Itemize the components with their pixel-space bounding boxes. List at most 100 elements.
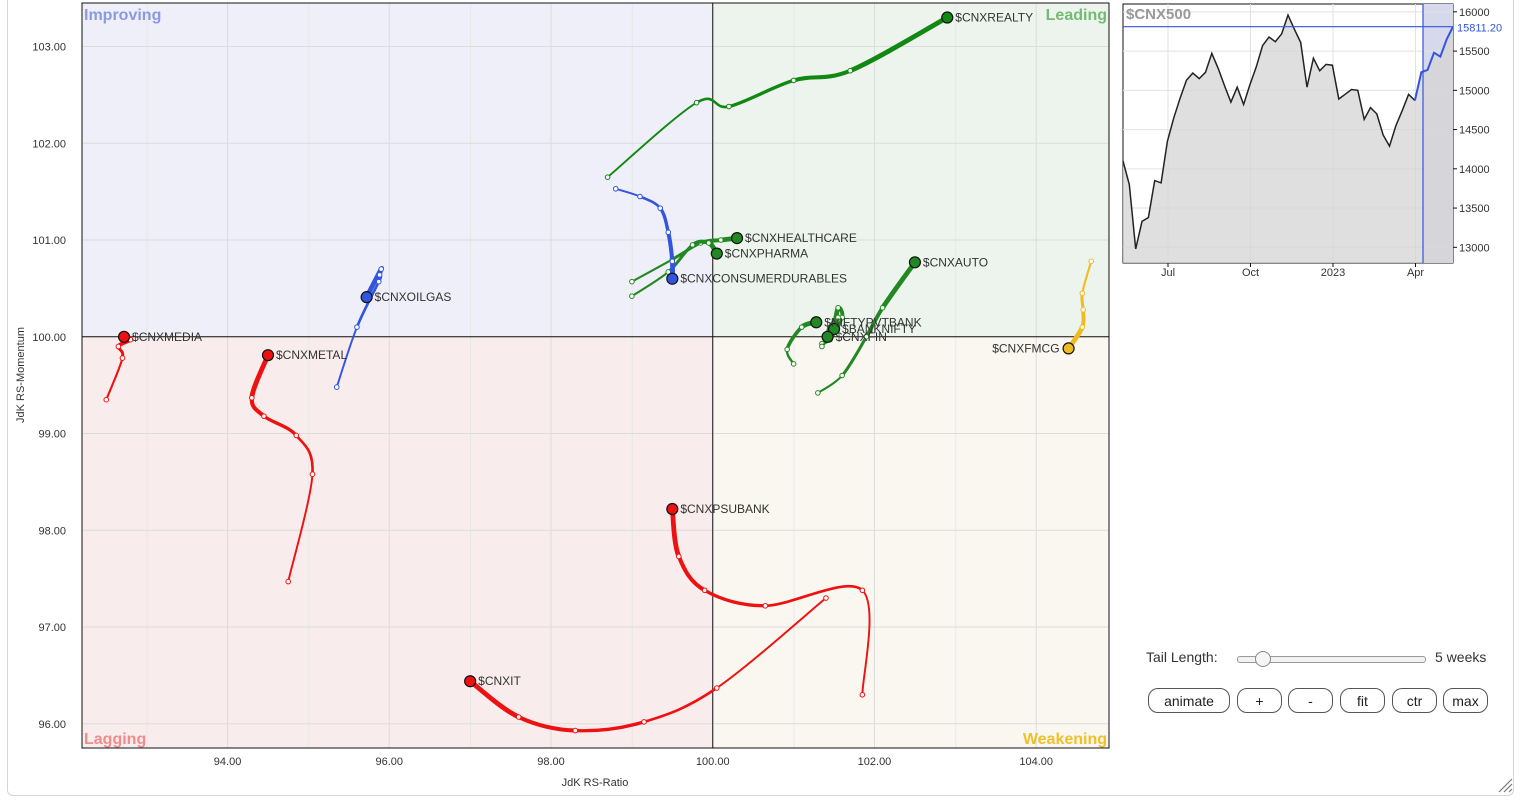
head-marker-cnxit[interactable] bbox=[464, 675, 477, 688]
max-button[interactable]: max bbox=[1443, 688, 1488, 713]
tail-point-niftypvtbank[interactable] bbox=[798, 324, 805, 330]
quadrant-label-improving: Improving bbox=[84, 7, 161, 24]
tail-point-cnxrealty[interactable] bbox=[790, 77, 797, 84]
center-button[interactable]: ctr bbox=[1392, 688, 1437, 713]
series-label-cnxconsumerdurables[interactable]: $CNXCONSUMERDURABLES bbox=[680, 272, 847, 286]
y-tick-label: 102.00 bbox=[32, 138, 66, 150]
mini-price-line bbox=[1122, 12, 1416, 250]
head-marker-cnxpsubank[interactable] bbox=[666, 502, 679, 516]
head-marker-cnxhealthcare[interactable] bbox=[730, 232, 744, 245]
mini-x-tick-label: 2023 bbox=[1321, 267, 1345, 279]
series-label-cnxhealthcare[interactable]: $CNXHEALTHCARE bbox=[745, 231, 857, 245]
tail-segment-cnxit bbox=[573, 720, 646, 733]
head-marker-cnxmedia[interactable] bbox=[117, 330, 131, 343]
tail-segment-cnxrealty bbox=[695, 97, 731, 109]
zoom-in-button[interactable]: + bbox=[1237, 688, 1282, 713]
tail-point-cnxconsumerdurables[interactable] bbox=[612, 185, 619, 192]
head-marker-cnxfin[interactable] bbox=[821, 330, 834, 343]
tail-point-cnxpharma[interactable] bbox=[629, 293, 635, 299]
tail-point-cnxoilgas[interactable] bbox=[376, 272, 383, 278]
series-label-cnxrealty[interactable]: $CNXREALTY bbox=[955, 11, 1033, 25]
head-marker-cnxconsumerdurables[interactable] bbox=[666, 272, 679, 285]
tail-point-cnxfmcg[interactable] bbox=[1080, 306, 1086, 313]
series-label-cnxmetal[interactable]: $CNXMETAL bbox=[276, 348, 347, 362]
series-label-banknifty[interactable]: $BANKNIFTY bbox=[842, 322, 916, 336]
tail-point-cnxrealty[interactable] bbox=[726, 103, 732, 110]
mini-area-fill bbox=[1123, 15, 1453, 263]
head-marker-cnxrealty[interactable] bbox=[941, 11, 954, 24]
tail-segment-cnxauto bbox=[864, 305, 885, 339]
head-marker-cnxmetal[interactable] bbox=[261, 349, 275, 362]
tail-point-cnxfin[interactable] bbox=[819, 343, 825, 350]
tail-point-cnxfmcg[interactable] bbox=[1079, 324, 1086, 330]
tail-point-cnxrealty[interactable] bbox=[604, 174, 611, 180]
tail-point-cnxpsubank[interactable] bbox=[859, 587, 866, 594]
series-label-cnxmedia[interactable]: $CNXMEDIA bbox=[132, 330, 202, 344]
zoom-out-button[interactable]: - bbox=[1288, 688, 1333, 713]
head-marker-niftypvtbank[interactable] bbox=[810, 316, 823, 329]
tail-point-cnxmetal[interactable] bbox=[309, 471, 316, 477]
head-marker-cnxfmcg[interactable] bbox=[1062, 342, 1075, 355]
quadrant-leading bbox=[712, 3, 1109, 337]
tail-point-cnxauto[interactable] bbox=[815, 390, 821, 396]
series-label-cnxoilgas[interactable]: $CNXOILGAS bbox=[375, 290, 452, 304]
tail-point-cnxconsumerdurables[interactable] bbox=[665, 229, 672, 236]
tail-point-cnxfin[interactable] bbox=[835, 314, 841, 321]
head-marker-cnxoilgas[interactable] bbox=[360, 291, 373, 304]
tail-point-cnxpharma[interactable] bbox=[689, 242, 696, 248]
tail-point-cnxit[interactable] bbox=[572, 727, 579, 734]
head-marker-cnxpharma[interactable] bbox=[710, 247, 723, 260]
tail-point-cnxrealty[interactable] bbox=[847, 67, 854, 74]
tail-point-cnxpsubank[interactable] bbox=[762, 602, 769, 609]
head-marker-banknifty[interactable] bbox=[827, 322, 841, 336]
tail-point-cnxit[interactable] bbox=[713, 685, 720, 691]
tail-point-cnxmetal[interactable] bbox=[293, 432, 300, 439]
x-tick-label: 98.00 bbox=[537, 756, 565, 768]
tail-point-cnxit[interactable] bbox=[641, 719, 647, 725]
tail-length-slider[interactable] bbox=[1237, 651, 1426, 667]
tail-point-cnxhealthcare[interactable] bbox=[629, 278, 635, 285]
tail-point-cnxoilgas[interactable] bbox=[375, 278, 382, 285]
cnx500-mini-chart: 13000 13500 14000 14500 15000 15500 16000 15811… bbox=[1122, 3, 1502, 279]
series-label-niftypvtbank[interactable]: $NIFTYPVTBANK bbox=[824, 315, 921, 329]
tail-point-cnxrealty[interactable] bbox=[693, 99, 700, 106]
tail-point-cnxfmcg[interactable] bbox=[1079, 290, 1086, 297]
tail-point-cnxmetal[interactable] bbox=[261, 413, 267, 419]
tail-point-cnxmetal[interactable] bbox=[285, 578, 292, 585]
tail-point-cnxauto[interactable] bbox=[863, 333, 870, 340]
tail-point-cnxconsumerdurables[interactable] bbox=[637, 193, 643, 200]
series-label-cnxpharma[interactable]: $CNXPHARMA bbox=[725, 247, 808, 261]
tail-point-cnxpharma[interactable] bbox=[705, 240, 712, 246]
tail-point-cnxmedia[interactable] bbox=[119, 355, 126, 361]
series-label-cnxit[interactable]: $CNXIT bbox=[478, 674, 521, 688]
tail-point-cnxauto[interactable] bbox=[879, 304, 886, 311]
series-label-cnxpsubank[interactable]: $CNXPSUBANK bbox=[680, 502, 769, 516]
tail-point-banknifty[interactable] bbox=[835, 304, 841, 311]
tail-point-cnxpsubank[interactable] bbox=[701, 587, 708, 594]
series-label-cnxfmcg[interactable]: $CNXFMCG bbox=[992, 341, 1059, 355]
resize-handle-icon[interactable] bbox=[1497, 777, 1513, 793]
tail-point-cnxoilgas[interactable] bbox=[333, 384, 340, 390]
tail-point-cnxpsubank[interactable] bbox=[859, 691, 866, 698]
tail-point-cnxoilgas[interactable] bbox=[354, 324, 360, 330]
fit-button[interactable]: fit bbox=[1340, 688, 1385, 713]
tail-point-cnxit[interactable] bbox=[515, 714, 522, 720]
tail-point-niftypvtbank[interactable] bbox=[790, 361, 797, 367]
tail-point-cnxit[interactable] bbox=[823, 595, 829, 601]
tail-point-niftypvtbank[interactable] bbox=[784, 346, 790, 353]
tail-point-cnxhealthcare[interactable] bbox=[718, 237, 724, 243]
animate-button[interactable]: animate bbox=[1148, 688, 1230, 713]
tail-point-cnxpsubank[interactable] bbox=[675, 553, 682, 560]
tail-point-cnxmetal[interactable] bbox=[249, 394, 255, 401]
tail-point-cnxconsumerdurables[interactable] bbox=[669, 258, 676, 265]
tail-length-slider-thumb[interactable] bbox=[1255, 651, 1272, 667]
tail-point-cnxmedia[interactable] bbox=[115, 343, 122, 350]
series-label-cnxauto[interactable]: $CNXAUTO bbox=[923, 255, 988, 269]
tail-point-cnxoilgas[interactable] bbox=[378, 266, 385, 272]
series-label-cnxfin[interactable]: $CNXFIN bbox=[836, 330, 887, 344]
head-marker-cnxauto[interactable] bbox=[908, 256, 922, 269]
tail-point-cnxconsumerdurables[interactable] bbox=[657, 205, 663, 211]
tail-point-cnxfmcg[interactable] bbox=[1088, 258, 1095, 265]
tail-point-cnxauto[interactable] bbox=[839, 372, 845, 379]
tail-point-cnxmedia[interactable] bbox=[103, 396, 110, 403]
